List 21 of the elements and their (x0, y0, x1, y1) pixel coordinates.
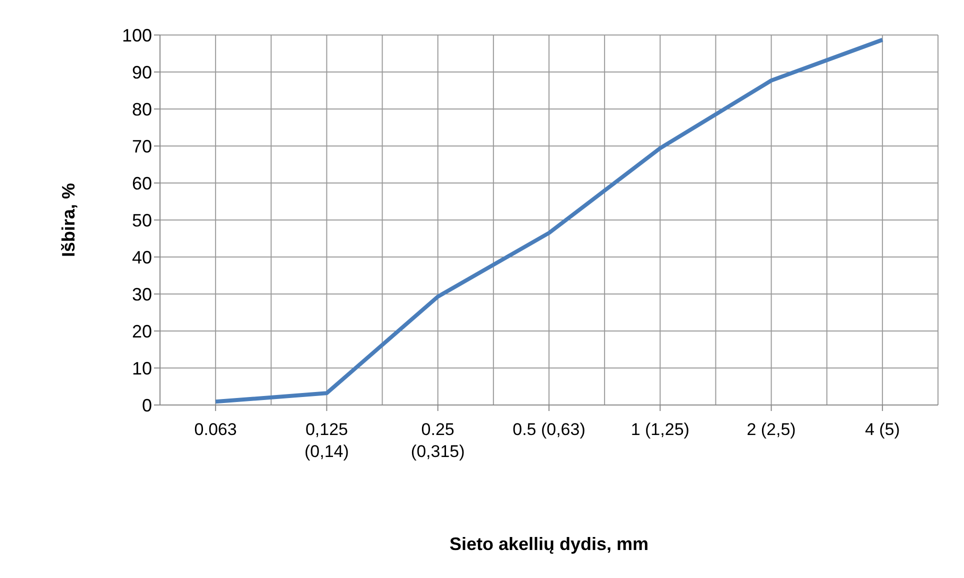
x-tick-label: 0,125 (0,14) (304, 420, 349, 461)
x-tick-label: 0.063 (194, 420, 237, 439)
x-axis-title: Sieto akellių dydis, mm (449, 534, 649, 554)
y-tick-label: 70 (132, 136, 152, 156)
y-tick-label: 60 (132, 173, 152, 194)
y-tick-label: 100 (122, 25, 152, 46)
x-tick-label: 2 (2,5) (746, 420, 796, 439)
y-axis-title: Išbira, % (58, 182, 78, 258)
y-tick-label: 80 (132, 99, 152, 120)
y-tick-label: 0 (142, 395, 152, 416)
y-tick-label: 10 (132, 358, 152, 378)
x-tick-label: 0.25 (0,315) (410, 420, 465, 461)
x-tick-label: 1 (1,25) (630, 420, 690, 439)
y-tick-label: 30 (132, 284, 152, 304)
y-tick-label: 90 (132, 62, 152, 82)
line-series (214, 38, 884, 404)
x-tick-label: 4 (5) (864, 420, 900, 439)
x-tick-label: 0.5 (0,63) (512, 420, 586, 439)
y-tick-label: 40 (132, 247, 152, 268)
y-tick-label: 50 (132, 210, 152, 230)
y-tick-label: 20 (132, 321, 152, 342)
